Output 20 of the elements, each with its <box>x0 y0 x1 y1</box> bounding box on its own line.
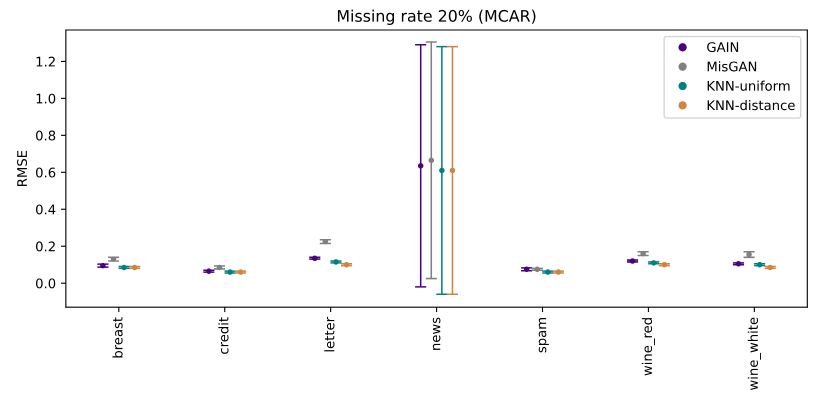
y-tick-label: 1.0 <box>36 94 56 104</box>
x-tick-label: letter <box>324 316 334 352</box>
y-axis-title: RMSE <box>17 150 28 186</box>
x-tick-label: credit <box>218 317 229 354</box>
chart-title: Missing rate 20% (MCAR) <box>338 10 536 25</box>
y-tick-label: 0.6 <box>36 168 56 178</box>
x-tick-label: spam <box>538 318 549 352</box>
legend-label: GAIN <box>707 42 738 52</box>
legend-label: KNN-uniform <box>708 80 790 91</box>
y-tick-label: 1.2 <box>36 56 55 66</box>
y-tick-label: 0.8 <box>36 130 56 141</box>
y-tick-label: 0.2 <box>36 241 55 252</box>
x-tick-label: news <box>432 318 440 350</box>
y-tick-label: 0.4 <box>36 204 56 214</box>
x-tick-label: wine_red <box>642 318 655 376</box>
legend-label: KNN-distance <box>708 100 795 110</box>
legend-label: MisGAN <box>708 61 756 72</box>
x-tick-label: wine_white <box>748 318 761 390</box>
x-tick-label: breast <box>112 317 123 358</box>
y-tick-label: 0.0 <box>36 278 56 288</box>
